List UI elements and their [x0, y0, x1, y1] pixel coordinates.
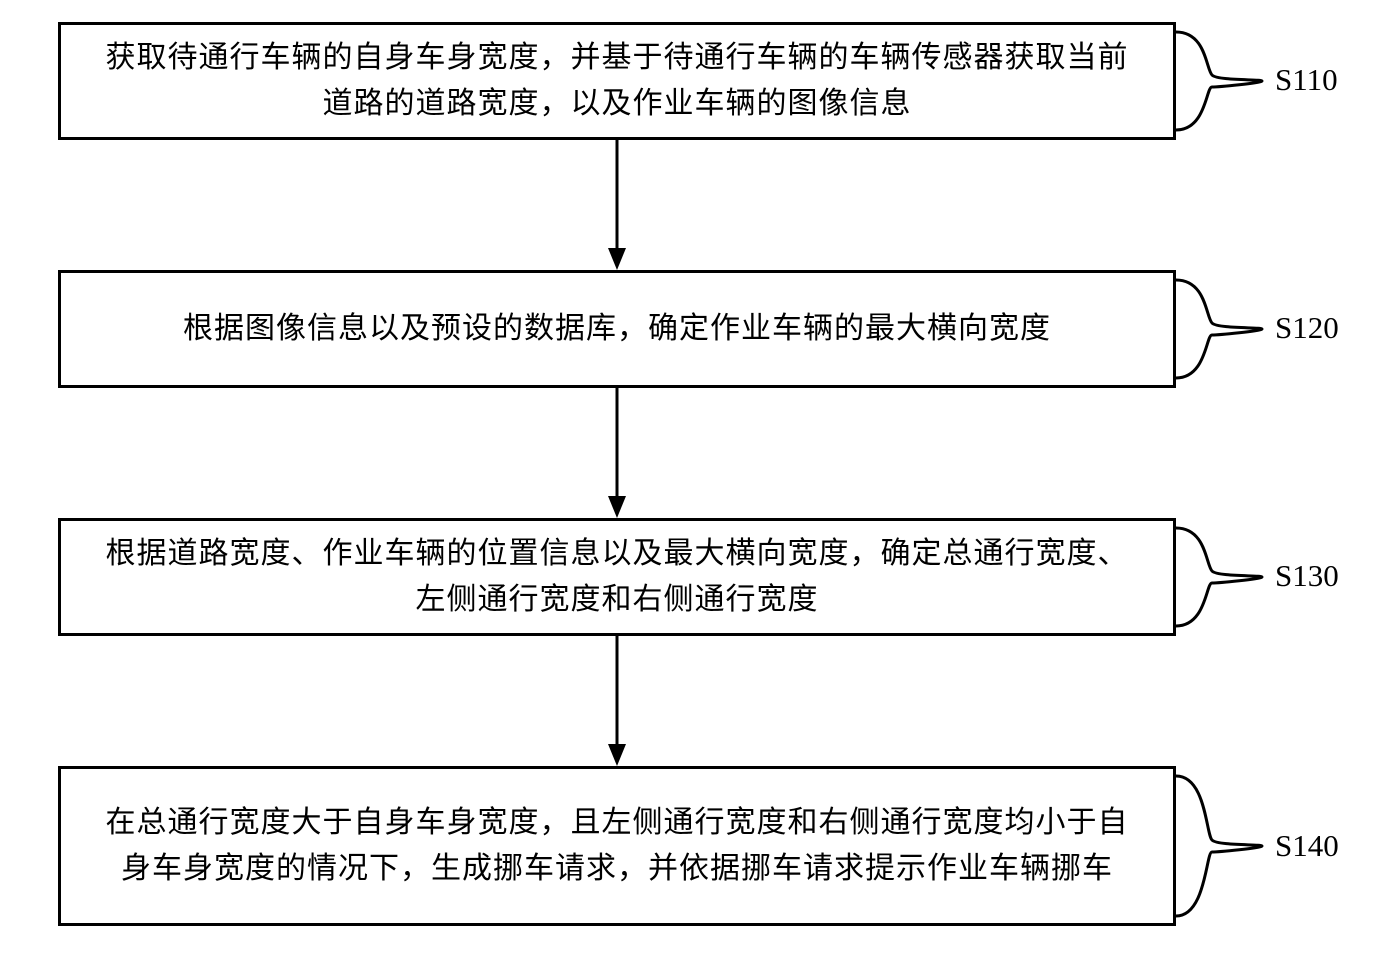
- arrow-s120-s130: [608, 388, 626, 518]
- flow-connectors: [0, 0, 1381, 963]
- arrow-s130-s140: [608, 636, 626, 766]
- flowchart-canvas: 获取待通行车辆的自身车身宽度，并基于待通行车辆的车辆传感器获取当前道路的道路宽度…: [0, 0, 1381, 963]
- arrow-s110-s120: [608, 140, 626, 270]
